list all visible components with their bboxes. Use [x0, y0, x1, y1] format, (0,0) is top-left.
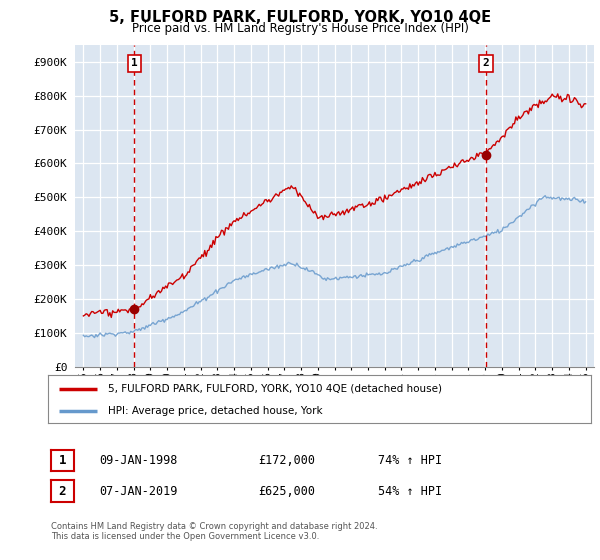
Text: 2: 2	[482, 58, 490, 68]
Text: 2: 2	[59, 484, 66, 498]
Text: 74% ↑ HPI: 74% ↑ HPI	[378, 454, 442, 467]
Text: £625,000: £625,000	[258, 484, 315, 498]
Text: HPI: Average price, detached house, York: HPI: Average price, detached house, York	[108, 406, 322, 416]
Text: 1: 1	[59, 454, 66, 467]
Text: 07-JAN-2019: 07-JAN-2019	[99, 484, 178, 498]
Text: £172,000: £172,000	[258, 454, 315, 467]
Text: 5, FULFORD PARK, FULFORD, YORK, YO10 4QE: 5, FULFORD PARK, FULFORD, YORK, YO10 4QE	[109, 10, 491, 25]
Text: 09-JAN-1998: 09-JAN-1998	[99, 454, 178, 467]
Text: Contains HM Land Registry data © Crown copyright and database right 2024.
This d: Contains HM Land Registry data © Crown c…	[51, 522, 377, 542]
Text: 1: 1	[131, 58, 138, 68]
Text: 5, FULFORD PARK, FULFORD, YORK, YO10 4QE (detached house): 5, FULFORD PARK, FULFORD, YORK, YO10 4QE…	[108, 384, 442, 394]
Text: Price paid vs. HM Land Registry's House Price Index (HPI): Price paid vs. HM Land Registry's House …	[131, 22, 469, 35]
Text: 54% ↑ HPI: 54% ↑ HPI	[378, 484, 442, 498]
